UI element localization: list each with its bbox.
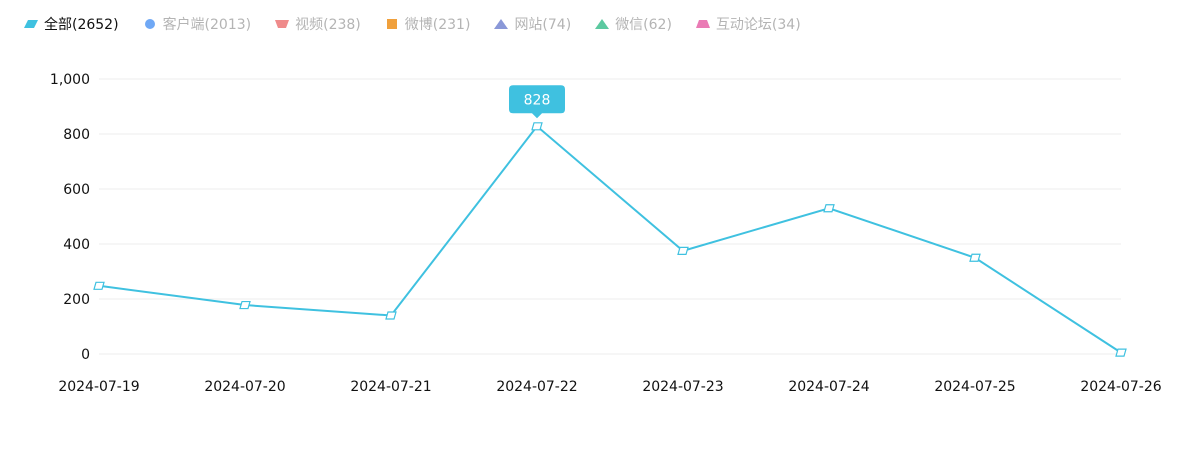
y-tick-label: 600 (63, 182, 90, 198)
x-tick-label: 2024-07-20 (204, 379, 285, 395)
x-tick-label: 2024-07-22 (496, 379, 577, 395)
x-tick-label: 2024-07-25 (934, 379, 1015, 395)
y-tick-label: 0 (81, 347, 90, 363)
y-axis: 0 200 400 600 800 1,000 (50, 72, 90, 363)
y-tick-label: 800 (63, 127, 90, 143)
x-tick-label: 2024-07-23 (642, 379, 723, 395)
grid-lines (99, 79, 1121, 354)
x-tick-label: 2024-07-21 (350, 379, 431, 395)
x-tick-label: 2024-07-19 (58, 379, 139, 395)
data-point-marker[interactable] (386, 312, 396, 319)
data-point-marker[interactable] (240, 302, 250, 309)
x-tick-label: 2024-07-26 (1080, 379, 1161, 395)
data-point-marker[interactable] (94, 282, 104, 289)
data-point-marker[interactable] (970, 254, 980, 261)
x-tick-label: 2024-07-24 (788, 379, 869, 395)
data-point-marker[interactable] (1116, 349, 1126, 356)
data-point-marker[interactable] (824, 205, 834, 212)
y-tick-label: 400 (63, 237, 90, 253)
data-point-marker[interactable] (532, 123, 542, 130)
y-tick-label: 1,000 (50, 72, 90, 88)
data-point-marker[interactable] (678, 247, 688, 254)
series-layer (94, 123, 1126, 356)
series-line (99, 126, 1121, 352)
y-tick-label: 200 (63, 292, 90, 308)
tooltip: 828 (509, 85, 565, 118)
tooltip-label: 828 (524, 92, 551, 108)
x-axis: 2024-07-19 2024-07-20 2024-07-21 2024-07-22… (58, 379, 1161, 395)
